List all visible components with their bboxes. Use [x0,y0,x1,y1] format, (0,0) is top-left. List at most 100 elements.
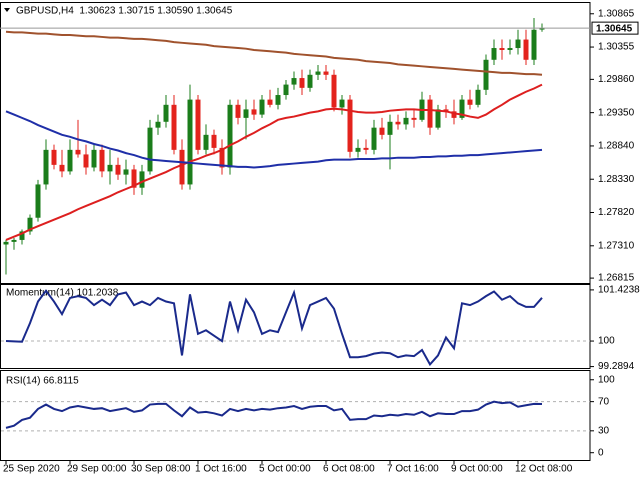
candle-body [507,48,513,50]
candle-body [243,109,249,118]
current-price-label: 1.30645 [596,23,633,34]
indicator-line [5,400,543,429]
candle-body [67,149,73,172]
x-tick-label: 30 Sep 08:00 [131,464,191,475]
candle-body [211,134,217,148]
candle-body [43,149,49,185]
x-tick-label: 6 Oct 08:00 [323,464,375,475]
candle-body [107,164,113,172]
candle-body [387,121,393,135]
moving-average-line [5,83,543,241]
y-tick-label: 0 [598,447,604,458]
y-tick-label: 1.30355 [598,42,635,53]
candle-body [339,99,345,108]
x-tick-label: 29 Sep 00:00 [67,464,127,475]
y-tick-label: 1.28330 [598,174,635,185]
candle-body [195,99,201,150]
y-tick-label: 1.27310 [598,240,635,251]
main-pane [0,2,591,284]
x-tick-label: 1 Oct 16:00 [195,464,247,475]
candle-body [299,78,305,88]
candle-body [427,99,433,128]
y-tick-label: 1.28840 [598,141,635,152]
candle-body [35,184,41,218]
menu-triangle [4,8,10,12]
candle-body [171,104,177,150]
candle-body [331,74,337,108]
y-tick-label: 99.2894 [598,361,635,372]
indicator-line [5,289,543,367]
candle-body [267,99,273,105]
rsi-title: RSI(14) 66.8115 [6,376,79,387]
candle-body [83,154,89,168]
y-tick-label: 1.29350 [598,107,635,118]
rsi-pane [0,370,591,461]
x-tick-label: 25 Sep 2020 [3,464,60,475]
candle-body [75,149,81,155]
y-tick-label: 70 [598,396,610,407]
candle-body [3,241,9,245]
y-tick-label: 101.4238 [598,285,640,296]
current-price-box [591,21,639,35]
candle-body [355,147,361,152]
candle-body [203,134,209,150]
candle-body [291,78,297,85]
candle-body [491,48,497,60]
moving-average-line [5,30,543,76]
candle-body [131,169,137,188]
candle-body [251,109,257,115]
candle-body [187,99,193,185]
candle-body [51,149,57,165]
y-tick-label: 100 [598,336,615,347]
candle-body [363,147,369,150]
moving-average-line [5,110,543,169]
chart-title: GBPUSD,H4 1.30623 1.30715 1.30590 1.3064… [16,6,233,17]
candle-body [403,117,409,125]
x-tick-label: 5 Oct 00:00 [259,464,311,475]
candle-body [435,109,441,128]
y-tick-label: 1.30865 [598,8,635,19]
candle-body [27,217,33,232]
candle-body [123,169,129,175]
candle-body [259,99,265,115]
y-tick-label: 1.29860 [598,74,635,85]
x-tick-label: 9 Oct 00:00 [451,464,503,475]
candle-body [155,121,161,128]
x-tick-label: 12 Oct 08:00 [515,464,573,475]
candle-body [371,127,377,150]
candle-body [139,171,145,188]
candle-body [459,99,465,118]
candle-body [11,239,17,242]
candle-body [411,117,417,120]
candle-body [227,104,233,168]
candle-body [499,48,505,50]
candle-body [475,89,481,105]
candle-body [307,74,313,88]
candle-body [523,39,529,60]
candle-body [395,121,401,125]
candle-body [115,164,121,175]
candle-body [539,28,545,30]
candle-body [179,149,185,185]
candle-body [515,39,521,49]
candle-body [219,147,225,168]
candle-body [99,149,105,172]
candle-body [59,164,65,172]
candle-body [347,99,353,152]
y-tick-label: 1.26815 [598,273,635,284]
candle-body [323,71,329,75]
candle-body [531,29,537,60]
y-tick-label: 1.27820 [598,207,635,218]
candle-body [19,231,25,240]
candle-body [275,95,281,105]
candle-body [235,104,241,118]
candle-body [147,127,153,172]
candle-body [315,71,321,75]
candle-body [483,59,489,90]
candle-body [451,111,457,118]
y-tick-label: 100 [598,374,615,385]
candle-body [91,149,97,168]
candle-body [467,99,473,105]
